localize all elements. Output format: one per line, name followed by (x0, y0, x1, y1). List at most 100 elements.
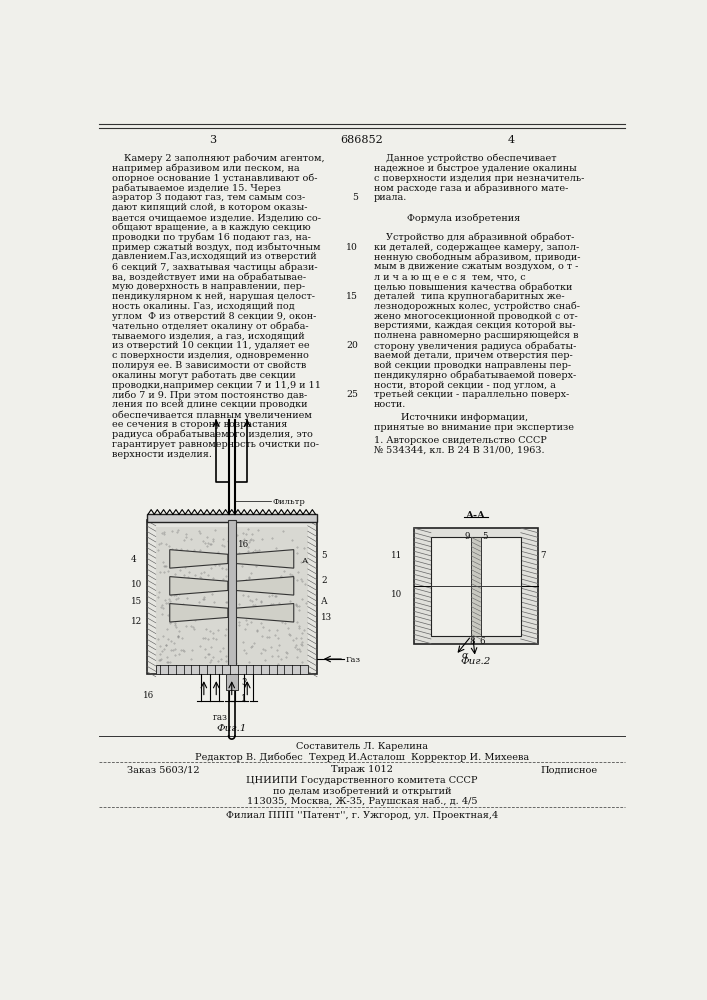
Bar (472, 537, 481, 636)
Text: Газ: Газ (346, 656, 361, 664)
Text: 12: 12 (131, 617, 142, 626)
Text: 10: 10 (391, 590, 402, 599)
Text: 113035, Москва, Ж-35, Раушская наб., д. 4/5: 113035, Москва, Ж-35, Раушская наб., д. … (247, 796, 477, 806)
Text: ности.: ности. (373, 400, 406, 409)
Text: принятые во внимание при экспертизе: принятые во внимание при экспертизе (373, 423, 573, 432)
Text: 15: 15 (346, 292, 358, 301)
Text: ки деталей, содержащее камеру, запол-: ки деталей, содержащее камеру, запол- (373, 243, 579, 252)
Bar (226, 674, 238, 690)
Text: 4: 4 (131, 555, 136, 564)
Text: ее сечения в сторону возрастания: ее сечения в сторону возрастания (112, 420, 287, 429)
Text: 686852: 686852 (341, 135, 383, 145)
Text: Устройство для абразивной обработ-: Устройство для абразивной обработ- (373, 233, 574, 242)
Polygon shape (170, 550, 228, 568)
Text: чательно отделяет окалину от обраба-: чательно отделяет окалину от обраба- (112, 321, 308, 331)
Text: 7: 7 (540, 551, 546, 560)
Text: например абразивом или песком, на: например абразивом или песком, на (112, 164, 299, 173)
Text: ва, воздействует ими на обрабатывае-: ва, воздействует ими на обрабатывае- (112, 272, 305, 282)
Text: проводки по трубам 16 подают газ, на-: проводки по трубам 16 подают газ, на- (112, 233, 310, 242)
Text: ваемой детали, причем отверстия пер-: ваемой детали, причем отверстия пер- (373, 351, 573, 360)
Text: Камеру 2 заполняют рабочим агентом,: Камеру 2 заполняют рабочим агентом, (112, 154, 325, 163)
Text: 5: 5 (352, 193, 358, 202)
Text: А: А (301, 557, 308, 565)
Text: 15: 15 (131, 597, 142, 606)
Text: пендикулярном к ней, нарушая целост-: пендикулярном к ней, нарушая целост- (112, 292, 315, 301)
Text: рабатываемое изделие 15. Через: рабатываемое изделие 15. Через (112, 183, 281, 193)
Text: полнена равномерно расширяющейся в: полнена равномерно расширяющейся в (373, 331, 578, 340)
Text: с поверхности изделия, одновременно: с поверхности изделия, одновременно (112, 351, 308, 360)
Text: ности, второй секции - под углом, а: ности, второй секции - под углом, а (373, 381, 556, 390)
Text: Тираж 1012: Тираж 1012 (331, 765, 393, 774)
Polygon shape (235, 604, 293, 622)
Text: верхности изделия.: верхности изделия. (112, 450, 211, 459)
Text: 20: 20 (346, 341, 358, 350)
Text: полируя ее. В зависимости от свойств: полируя ее. В зависимости от свойств (112, 361, 306, 370)
Text: ления по всей длине секции проводки: ления по всей длине секции проводки (112, 400, 307, 409)
Text: А: А (321, 597, 327, 606)
Text: 6: 6 (479, 637, 484, 646)
Text: Фиг.1: Фиг.1 (216, 724, 247, 733)
Text: газ: газ (213, 713, 228, 722)
Text: 10: 10 (131, 580, 142, 589)
Text: гарантирует равномерность очистки по-: гарантирует равномерность очистки по- (112, 440, 319, 449)
Text: 16: 16 (238, 540, 249, 549)
Text: аэратор 3 подают газ, тем самым соз-: аэратор 3 подают газ, тем самым соз- (112, 193, 305, 202)
Text: 13: 13 (321, 613, 332, 622)
Text: 9: 9 (464, 532, 469, 541)
Text: Фиг.2: Фиг.2 (461, 657, 491, 666)
Text: окалины могут работать две секции: окалины могут работать две секции (112, 371, 296, 380)
Bar (414, 528, 538, 644)
Bar (146, 520, 317, 674)
Text: α: α (462, 651, 469, 660)
Text: Источники информации,: Источники информации, (373, 413, 527, 422)
Text: 5: 5 (482, 532, 488, 541)
Text: 11: 11 (391, 551, 402, 560)
Text: л и ч а ю щ е е с я  тем, что, с: л и ч а ю щ е е с я тем, что, с (373, 272, 525, 281)
Text: 5: 5 (321, 551, 327, 560)
Text: вается очищаемое изделие. Изделию со-: вается очищаемое изделие. Изделию со- (112, 213, 321, 222)
Text: с поверхности изделия при незначитель-: с поверхности изделия при незначитель- (373, 174, 584, 183)
Text: 2: 2 (321, 576, 327, 585)
Text: пример сжатый воздух, под избыточным: пример сжатый воздух, под избыточным (112, 243, 320, 252)
Text: 16: 16 (143, 691, 154, 700)
Text: из отверстий 10 секции 11, удаляет ее: из отверстий 10 секции 11, удаляет ее (112, 341, 309, 350)
Text: тываемого изделия, а газ, исходящий: тываемого изделия, а газ, исходящий (112, 331, 304, 340)
Bar (156, 527, 308, 668)
Text: А-А: А-А (466, 511, 486, 520)
Text: обеспечивается плавным увеличением: обеспечивается плавным увеличением (112, 410, 312, 420)
Text: Заказ 5603/12: Заказ 5603/12 (127, 765, 200, 774)
Text: риала.: риала. (373, 193, 407, 202)
Text: 3: 3 (241, 678, 247, 687)
Bar (431, 537, 521, 636)
Polygon shape (170, 577, 228, 595)
Text: Подписное: Подписное (540, 765, 597, 774)
Text: 3: 3 (209, 135, 216, 145)
Text: по делам изобретений и открытий: по делам изобретений и открытий (273, 786, 451, 796)
Text: сторону увеличения радиуса обрабаты-: сторону увеличения радиуса обрабаты- (373, 341, 576, 351)
Text: верстиями, каждая секция которой вы-: верстиями, каждая секция которой вы- (373, 321, 575, 330)
Bar (228, 520, 235, 674)
Text: Данное устройство обеспечивает: Данное устройство обеспечивает (373, 154, 556, 163)
Text: мым в движение сжатым воздухом, о т -: мым в движение сжатым воздухом, о т - (373, 262, 578, 271)
Text: 1: 1 (241, 694, 247, 703)
Text: Редактор В. Дибобес  Техред И.Асталош  Корректор И. Михеева: Редактор В. Дибобес Техред И.Асталош Кор… (195, 752, 529, 762)
Text: надежное и быстрое удаление окалины: надежное и быстрое удаление окалины (373, 164, 576, 173)
Bar (156, 665, 308, 674)
Text: ЦНИИПИ Государственного комитета СССР: ЦНИИПИ Государственного комитета СССР (246, 776, 478, 785)
Text: целью повышения качества обработки: целью повышения качества обработки (373, 282, 572, 292)
Text: ненную свободным абразивом, приводи-: ненную свободным абразивом, приводи- (373, 252, 580, 262)
Text: ном расходе газа и абразивного мате-: ном расходе газа и абразивного мате- (373, 183, 568, 193)
Text: давлением.Газ,исходящий из отверстий: давлением.Газ,исходящий из отверстий (112, 252, 316, 261)
Text: Формула изобретения: Формула изобретения (373, 213, 520, 223)
Text: лезнодорожных колес, устройство снаб-: лезнодорожных колес, устройство снаб- (373, 302, 580, 311)
Text: вой секции проводки направлены пер-: вой секции проводки направлены пер- (373, 361, 571, 370)
Text: радиуса обрабатываемого изделия, это: радиуса обрабатываемого изделия, это (112, 430, 312, 439)
Text: либо 7 и 9. При этом постоянство дав-: либо 7 и 9. При этом постоянство дав- (112, 390, 307, 400)
Bar (146, 514, 317, 522)
Text: ность окалины. Газ, исходящий под: ность окалины. Газ, исходящий под (112, 302, 294, 311)
Text: жено многосекционной проводкой с от-: жено многосекционной проводкой с от- (373, 312, 578, 321)
Text: деталей  типа крупногабаритных же-: деталей типа крупногабаритных же- (373, 292, 564, 301)
Text: общают вращение, а в каждую секцию: общают вращение, а в каждую секцию (112, 223, 310, 232)
Text: пендикулярно обрабатываемой поверх-: пендикулярно обрабатываемой поверх- (373, 371, 575, 380)
Polygon shape (235, 577, 293, 595)
